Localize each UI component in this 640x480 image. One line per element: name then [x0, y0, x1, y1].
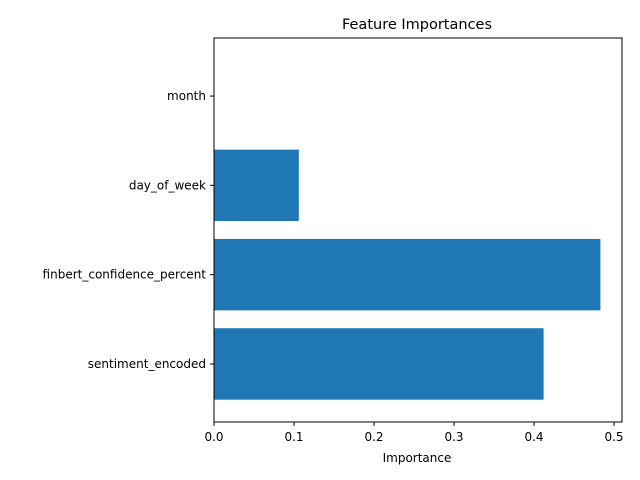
- x-tick-label: 0.5: [604, 430, 623, 444]
- plot-frame: [213, 37, 623, 423]
- y-axis-ticks: sentiment_encoded finbert_confidence_perc…: [43, 89, 214, 371]
- chart-title: Feature Importances: [342, 17, 492, 33]
- bars-group: [214, 149, 601, 400]
- x-axis-label: Importance: [383, 451, 452, 465]
- y-tick-label: finbert_confidence_percent: [43, 268, 207, 282]
- x-tick-label: 0.4: [524, 430, 543, 444]
- bar-day_of_week: [214, 149, 299, 222]
- x-tick-label: 0.0: [204, 430, 223, 444]
- y-tick-label: sentiment_encoded: [88, 357, 206, 371]
- x-tick-label: 0.1: [284, 430, 303, 444]
- x-axis-ticks: 0.0 0.1 0.2 0.3 0.4 0.5: [204, 422, 624, 444]
- y-tick-label: day_of_week: [129, 178, 206, 192]
- bar-sentiment_encoded: [214, 328, 544, 400]
- x-tick-label: 0.2: [364, 430, 383, 444]
- x-tick-label: 0.3: [444, 430, 463, 444]
- bar-finbert_confidence_percent: [214, 238, 601, 311]
- y-tick-label: month: [167, 89, 206, 103]
